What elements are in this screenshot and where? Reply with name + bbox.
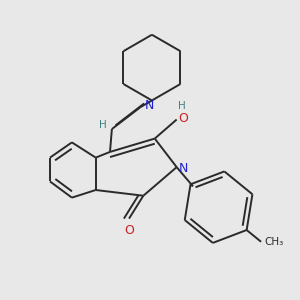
Text: N: N [145, 99, 154, 112]
Text: N: N [179, 162, 188, 175]
Text: O: O [178, 112, 188, 124]
Text: H: H [99, 120, 107, 130]
Text: CH₃: CH₃ [265, 237, 284, 247]
Text: H: H [178, 101, 186, 111]
Text: O: O [124, 224, 134, 237]
